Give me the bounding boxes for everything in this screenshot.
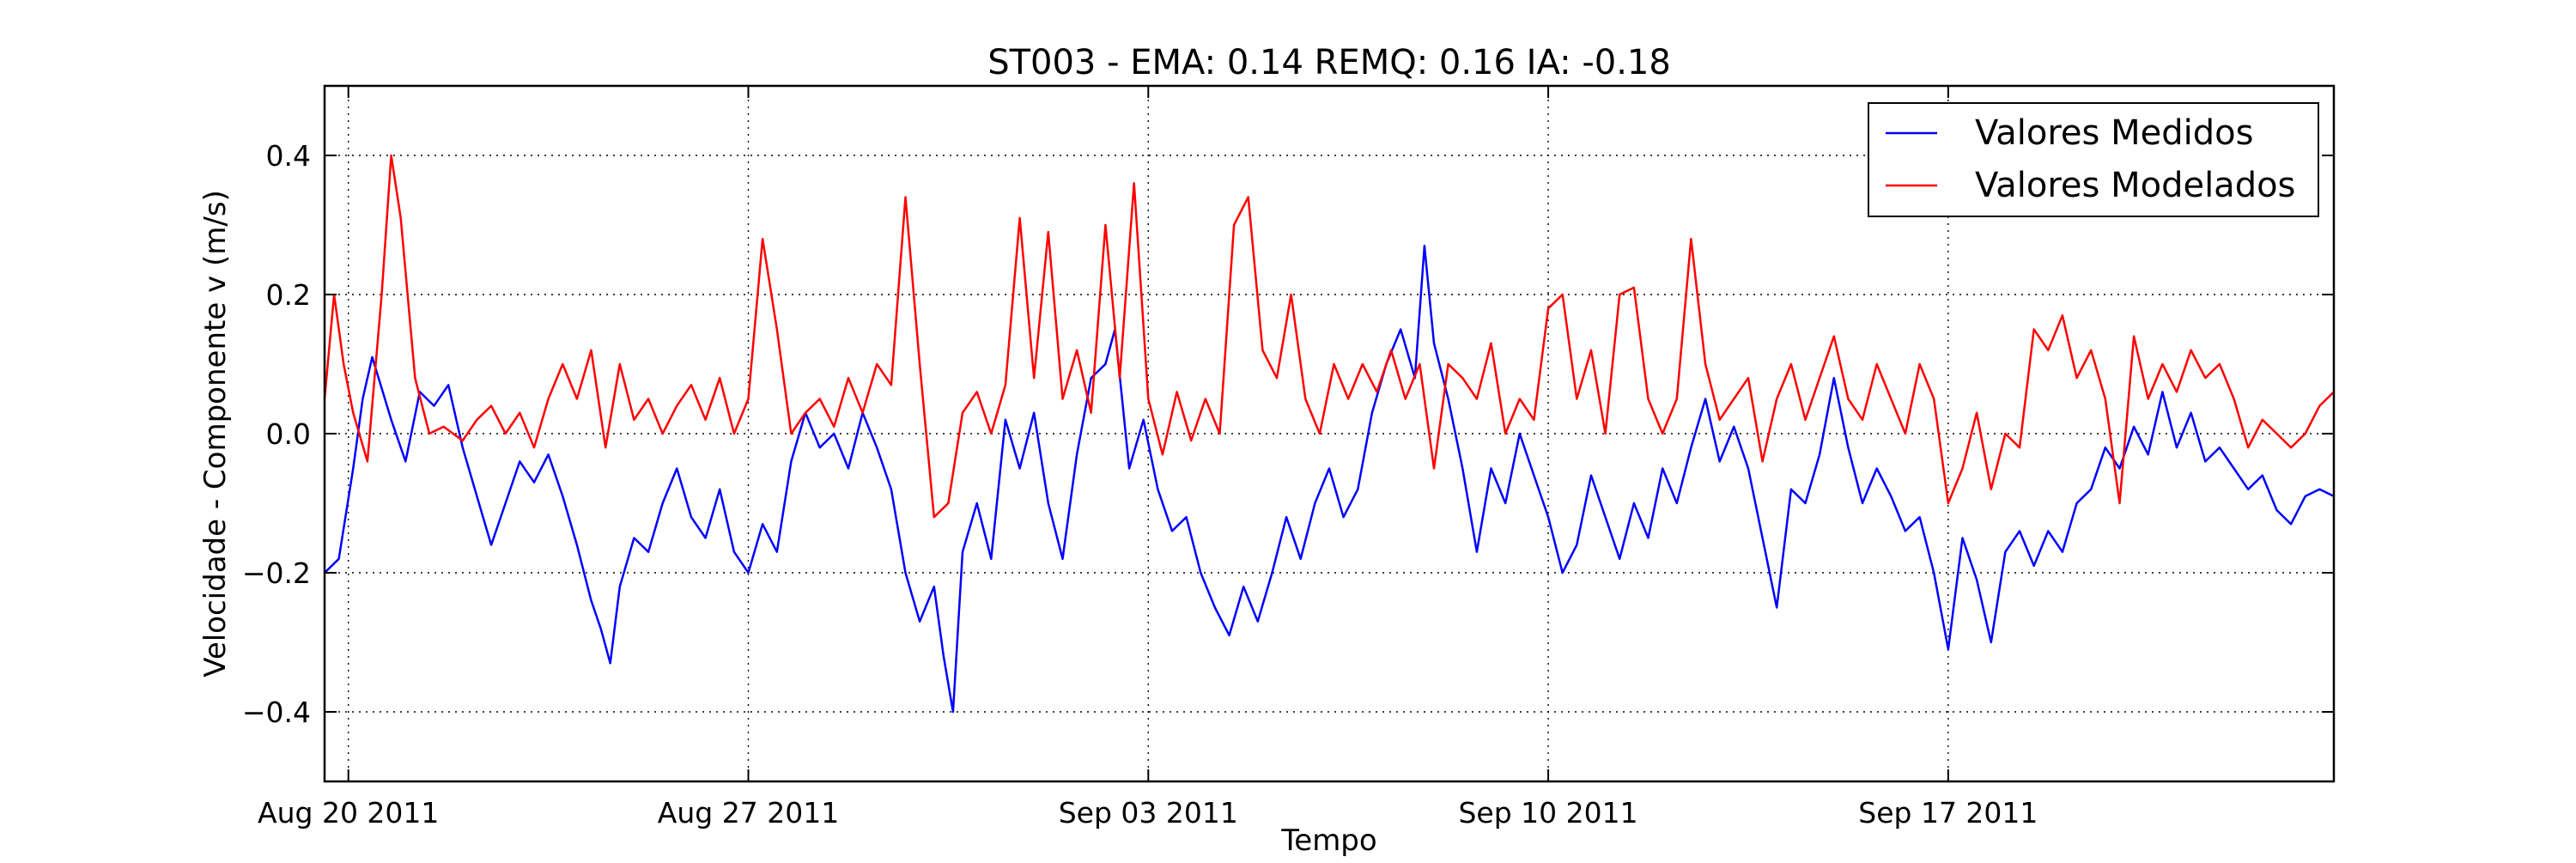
y-tick-label: −0.4 [242,696,311,729]
y-tick-label: 0.4 [266,139,311,173]
y-tick-label: 0.0 [266,417,311,451]
legend-label-medidos: Valores Medidos [1975,113,2253,153]
x-tick-label: Aug 27 2011 [658,796,839,830]
legend-box [1868,102,2319,217]
grid [325,86,2334,781]
y-tick-label: 0.2 [266,278,311,312]
series-line-valores-modelados [323,154,2335,519]
series-layer [323,154,2335,714]
x-tick-label: Sep 17 2011 [1858,796,2038,830]
legend-label-modelados: Valores Modelados [1975,166,2295,205]
x-tick-label: Aug 20 2011 [258,796,439,830]
legend: Valores Medidos Valores Modelados [1868,102,2319,217]
ticks: Aug 20 2011 Aug 27 2011 Sep 03 2011 Sep 10 … [242,86,2334,830]
series-line-valores-medidos [324,245,2335,714]
y-axis-label: Velocidade - Componente v (m/s) [198,190,233,678]
x-axis-label: Tempo [1280,823,1376,858]
y-tick-label: −0.2 [242,556,311,590]
x-tick-label: Sep 03 2011 [1059,796,1238,830]
x-tick-label: Sep 10 2011 [1458,796,1637,830]
chart-title: ST003 - EMA: 0.14 REMQ: 0.16 IA: -0.18 [987,43,1671,82]
